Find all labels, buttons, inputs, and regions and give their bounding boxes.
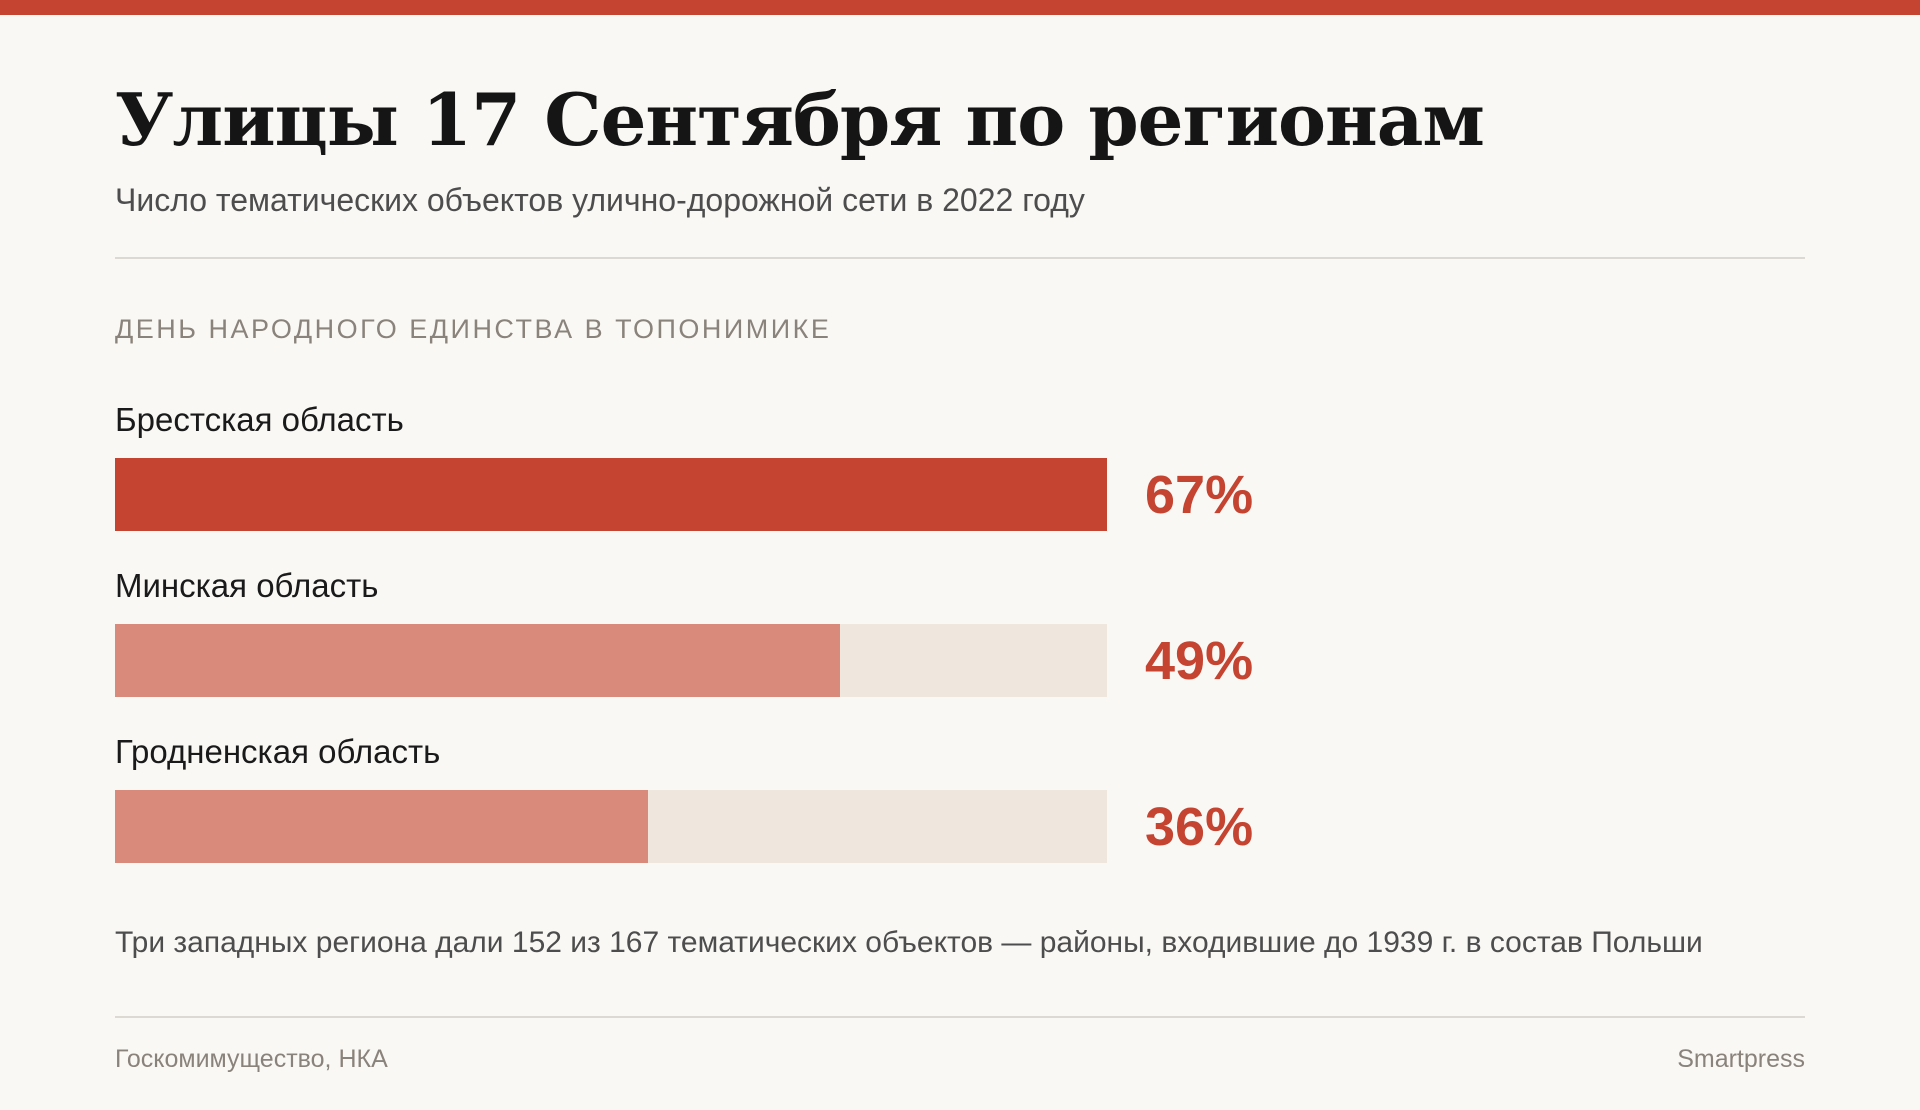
bar-row: Гродненская область 36% xyxy=(115,730,1315,880)
chart-subtitle: Число тематических объектов улично-дорож… xyxy=(115,182,1085,218)
chart-note: Три западных региона дали 152 из 167 тем… xyxy=(115,926,1703,959)
bar xyxy=(115,790,648,863)
bar-category-label: Гродненская область xyxy=(115,733,441,770)
source-credit: Госкомимущество, НКА xyxy=(115,1045,388,1073)
top-accent-bar xyxy=(0,0,1920,15)
chart-title: Улицы 17 Сентября по регионам xyxy=(115,77,1485,162)
bar-row: Брестская область 67% xyxy=(115,398,1315,548)
bar-value-label: 49% xyxy=(1145,631,1254,691)
bar-category-label: Брестская область xyxy=(115,401,404,438)
bar-value-label: 36% xyxy=(1145,797,1254,857)
bar-track xyxy=(115,624,1107,697)
bar xyxy=(115,624,840,697)
bar xyxy=(115,458,1107,531)
divider-top xyxy=(115,257,1805,259)
bar-value-label: 67% xyxy=(1145,465,1254,525)
divider-bottom xyxy=(115,1016,1805,1018)
bar-row: Минская область 49% xyxy=(115,564,1315,714)
bar-track xyxy=(115,458,1107,531)
brand-credit: Smartpress xyxy=(1677,1045,1805,1073)
bar-track xyxy=(115,790,1107,863)
section-label: ДЕНЬ НАРОДНОГО ЕДИНСТВА В ТОПОНИМИКЕ xyxy=(115,314,832,344)
bar-category-label: Минская область xyxy=(115,567,379,604)
